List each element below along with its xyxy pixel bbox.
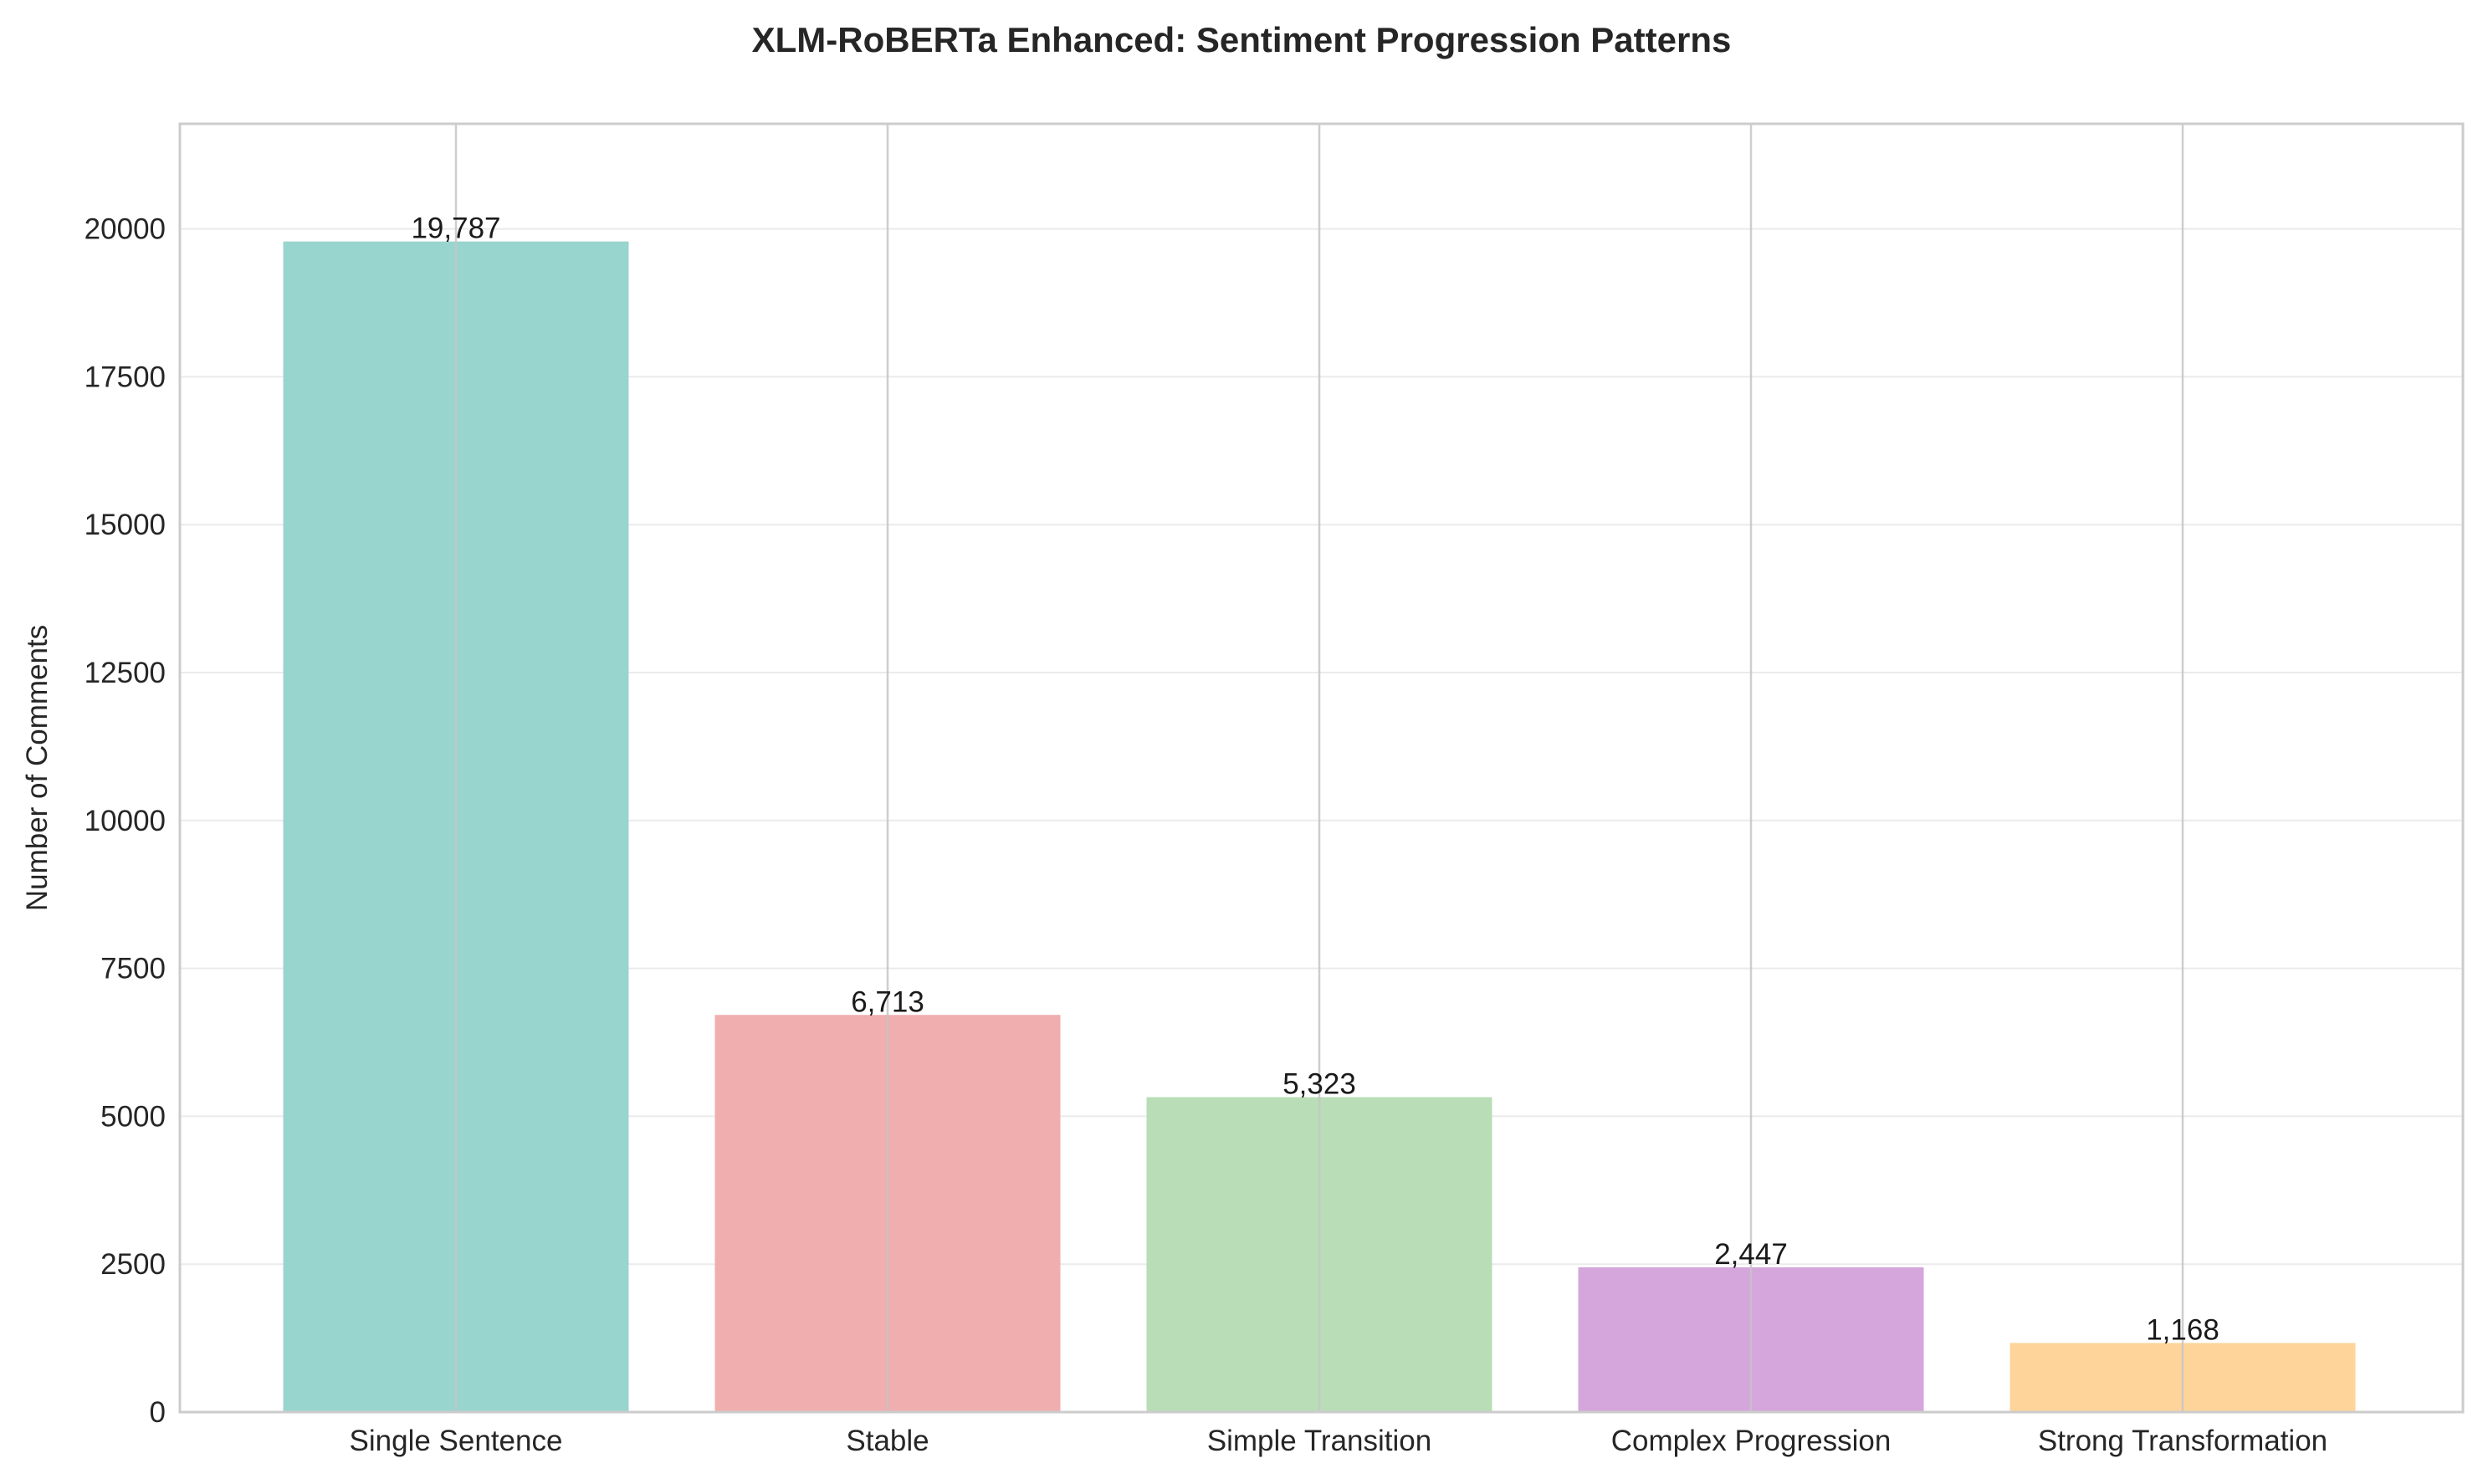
x-tick-label: Strong Transformation — [2038, 1425, 2327, 1457]
y-tick-label: 7500 — [100, 953, 166, 985]
y-tick-label: 20000 — [84, 213, 166, 246]
y-tick-label: 2500 — [100, 1248, 166, 1281]
x-tick-label: Simple Transition — [1207, 1425, 1431, 1457]
bar-value-label: 19,787 — [411, 212, 500, 245]
vertical-grid-lines — [454, 124, 2184, 1412]
y-tick-label: 10000 — [84, 805, 166, 837]
y-tick-label: 0 — [150, 1396, 166, 1429]
y-tick-label: 17500 — [84, 361, 166, 393]
chart-title: XLM-RoBERTa Enhanced: Sentiment Progress… — [752, 20, 1732, 59]
bar-value-label: 5,323 — [1282, 1068, 1356, 1101]
y-axis-label: Number of Comments — [21, 625, 54, 911]
y-tick-label: 15000 — [84, 509, 166, 541]
x-tick-label: Stable — [846, 1425, 929, 1457]
plot-frame — [178, 122, 2465, 1414]
y-tick-label: 5000 — [100, 1100, 166, 1133]
y-tick-labels: 0 2500 5000 7500 10000 12500 15000 17500 20000 — [84, 213, 166, 1429]
bar-value-label: 2,447 — [1714, 1238, 1788, 1271]
value-labels: 19,787 6,713 5,323 2,447 1,168 — [411, 212, 2219, 1347]
x-tick-label: Single Sentence — [350, 1425, 563, 1457]
bar-value-label: 1,168 — [2146, 1313, 2219, 1346]
x-tick-label: Complex Progression — [1611, 1425, 1892, 1457]
bar-value-label: 6,713 — [851, 985, 924, 1018]
x-tick-labels: Single Sentence Stable Simple Transition Co… — [350, 1425, 2328, 1457]
y-tick-label: 12500 — [84, 657, 166, 689]
